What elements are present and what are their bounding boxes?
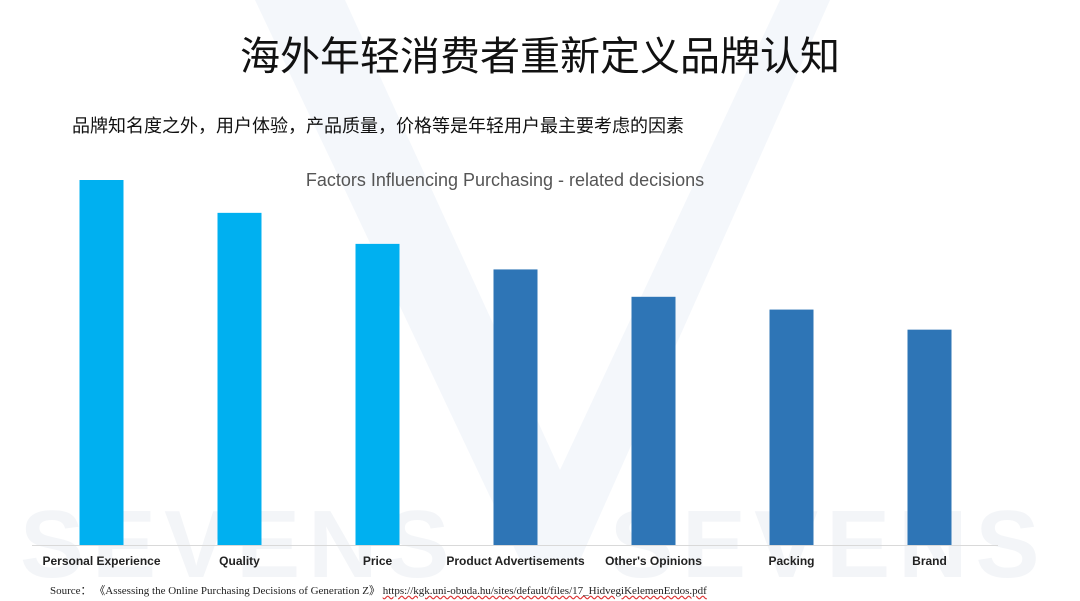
x-tick-label: Price	[363, 554, 393, 568]
bar-quality	[217, 212, 262, 545]
bar-personal-experience	[79, 180, 124, 545]
x-tick-label: Product Advertisements	[446, 554, 585, 568]
source-reference: 《Assessing the Online Purchasing Decisio…	[94, 585, 380, 597]
slide-title: 海外年轻消费者重新定义品牌认知	[240, 34, 840, 80]
bar-other-s-opinions	[631, 296, 676, 545]
x-tick-label: Packing	[768, 554, 814, 568]
bar-price	[355, 243, 400, 545]
x-tick-label: Quality	[219, 554, 260, 568]
bar-product-advertisements	[493, 269, 538, 545]
watermark-right: SEVENS	[610, 491, 1048, 598]
bar-brand	[907, 329, 952, 545]
x-tick-label: Brand	[912, 554, 947, 568]
source-url[interactable]: https://kgk.uni-obuda.hu/sites/default/f…	[382, 585, 707, 597]
chart-title: Factors Influencing Purchasing - related…	[305, 170, 705, 190]
slide-subtitle: 品牌知名度之外，用户体验，产品质量，价格等是年轻用户最主要考虑的因素	[72, 116, 684, 137]
source-label: Source：	[50, 585, 92, 597]
x-tick-label: Personal Experience	[42, 554, 160, 568]
x-tick-label: Other's Opinions	[605, 554, 702, 568]
bar-packing	[769, 309, 814, 545]
source-citation: Source： 《Assessing the Online Purchasing…	[50, 582, 707, 598]
